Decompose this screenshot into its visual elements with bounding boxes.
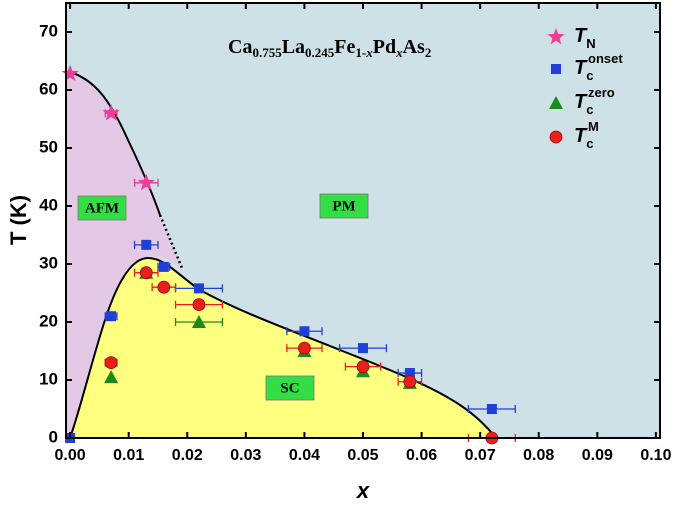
x-tick-label: 0.04	[289, 447, 320, 464]
legend-sub: c	[586, 68, 593, 83]
region-label: AFM	[85, 200, 119, 216]
x-tick-label: 0.10	[640, 447, 671, 464]
triangle-marker	[191, 315, 206, 328]
square-marker	[404, 368, 415, 379]
y-tick-label: 30	[39, 253, 58, 272]
x-tick-label: 0.07	[465, 447, 496, 464]
triangle-marker	[104, 370, 119, 384]
region-label: PM	[332, 198, 355, 214]
legend-base: T	[574, 25, 588, 47]
region-label-box	[265, 375, 315, 401]
circle-marker	[104, 356, 118, 370]
square-marker	[158, 261, 169, 272]
square-marker	[299, 326, 310, 337]
y-axis-label: T (K)	[6, 195, 31, 245]
legend-sup: M	[588, 119, 599, 134]
circle-marker	[139, 266, 153, 280]
star-marker	[137, 173, 155, 191]
x-tick-label: 0.03	[230, 447, 261, 464]
legend-base: T	[574, 125, 588, 147]
legend-sub: c	[586, 136, 593, 151]
y-tick-label: 60	[39, 79, 58, 98]
x-tick-label: 0.01	[113, 447, 144, 464]
x-tick-label: 0.09	[582, 447, 613, 464]
y-tick-label: 70	[39, 21, 58, 40]
square-marker	[486, 404, 497, 414]
circle-marker	[298, 341, 311, 355]
region-label: SC	[280, 380, 299, 396]
legend-base: T	[574, 57, 588, 79]
legend-label: Tc onset	[574, 51, 623, 83]
square-marker	[193, 283, 204, 294]
legend-sup: onset	[588, 51, 623, 66]
title-part: x	[365, 45, 373, 60]
title-part: 0.755	[252, 45, 282, 60]
title-part: 1-	[355, 45, 366, 60]
y-tick-label: 50	[39, 137, 58, 156]
region-label-box	[319, 193, 369, 219]
y-tick-label: 20	[39, 311, 58, 330]
title-part: x	[395, 45, 403, 60]
square-marker	[551, 64, 561, 74]
title-part: 2	[425, 45, 432, 60]
y-tick-label: 0	[49, 427, 58, 446]
afm-boundary	[69, 71, 161, 216]
sc-region	[70, 258, 496, 438]
star-marker	[102, 104, 120, 121]
legend-sub: c	[586, 102, 593, 117]
circle-marker	[356, 360, 370, 374]
x-tick-label: 0.06	[406, 447, 437, 464]
y-tick-label: 10	[39, 369, 58, 388]
square-marker	[358, 343, 368, 354]
title-part: 0.245	[305, 45, 335, 60]
legend-base: T	[574, 91, 588, 113]
legend-sup: zero	[588, 85, 615, 100]
title-part: La	[282, 36, 305, 58]
circle-marker	[549, 130, 563, 144]
square-marker	[106, 311, 117, 322]
x-tick-label: 0.05	[347, 447, 378, 464]
plot-layer	[61, 64, 516, 445]
x-tick-label: 0.00	[55, 447, 86, 464]
legend-label: TcM	[574, 119, 599, 151]
y-tick-label: 40	[39, 195, 58, 214]
x-axis-label: x	[356, 478, 370, 503]
title-part: Fe	[334, 36, 355, 58]
legend-label: TN	[574, 25, 596, 51]
title-part: Ca	[228, 36, 252, 58]
chart-title: Ca0.755La0.245Fe1-xPdxAs2	[228, 36, 431, 60]
circle-marker	[403, 375, 417, 389]
legend-label: Tc zero	[574, 85, 615, 117]
title-part: As	[403, 36, 425, 58]
x-tick-label: 0.08	[523, 447, 554, 464]
legend-sub: N	[586, 36, 595, 51]
triangle-marker	[549, 96, 563, 109]
star-marker	[61, 64, 79, 81]
afm-region	[66, 72, 182, 438]
star-marker	[547, 28, 565, 45]
circle-marker	[157, 280, 171, 294]
title-part: Pd	[373, 36, 396, 58]
circle-marker	[192, 298, 206, 312]
x-tick-label: 0.02	[172, 447, 203, 464]
region-label-box	[77, 195, 127, 221]
square-marker	[141, 239, 152, 250]
